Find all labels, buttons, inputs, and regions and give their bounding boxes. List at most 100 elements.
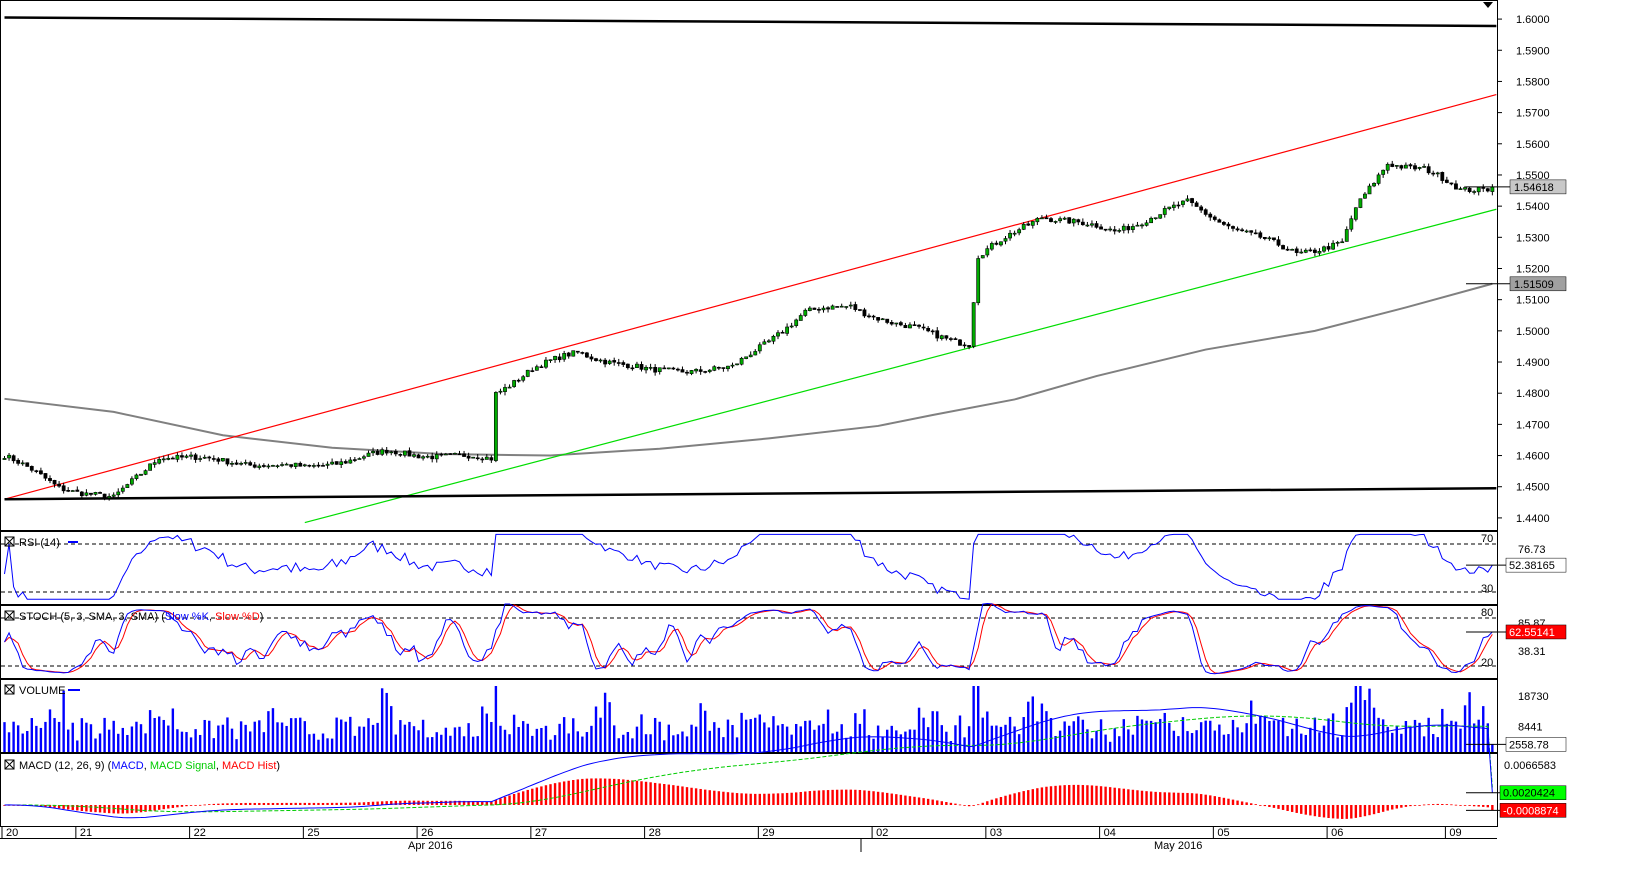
candle-body	[830, 305, 835, 310]
volume-bar	[1413, 719, 1417, 752]
candle	[1121, 223, 1126, 234]
volume-bar	[754, 717, 757, 752]
macd-hist-bar	[1304, 805, 1307, 815]
channel-lower-line	[304, 208, 1497, 524]
macd-hist-bar	[1140, 790, 1144, 805]
macd-hist-bar	[1118, 788, 1121, 805]
macd-hist-bar	[795, 792, 798, 805]
candle	[735, 363, 739, 366]
candle	[1281, 244, 1285, 250]
volume-bar	[376, 722, 379, 752]
macd-hist-bar	[471, 801, 475, 805]
volume-bar	[958, 715, 962, 752]
macd-hist-bar	[886, 792, 889, 805]
macd-hist-bar	[995, 798, 998, 805]
candle	[484, 454, 489, 460]
candle	[453, 452, 457, 455]
macd-hist-bar	[1127, 789, 1130, 805]
candle	[261, 463, 266, 468]
macd-hist-bar	[1149, 791, 1153, 805]
macd-hist-bar	[776, 793, 780, 805]
candle	[689, 369, 694, 376]
stoch-value-label-box	[1505, 624, 1567, 640]
volume-bar	[431, 737, 434, 752]
macd-hist-bar	[117, 805, 120, 814]
moving-average	[4, 282, 1493, 457]
candle	[1185, 195, 1190, 202]
candle-body	[1358, 198, 1363, 208]
macd-hist-bar	[567, 780, 570, 805]
volume-bar	[608, 702, 611, 752]
macd-hist-bar	[1300, 805, 1303, 814]
price-panel-frame	[0, 0, 1498, 531]
candle-body	[366, 452, 371, 457]
macd-hist-bar	[1341, 805, 1344, 819]
candle-body	[430, 455, 435, 460]
candle	[11, 454, 16, 464]
volume-bar	[12, 721, 15, 752]
macd-hist-bar	[1322, 805, 1326, 818]
volume-value-label-text: 2558.78	[1509, 739, 1549, 751]
volume-bar	[1122, 719, 1125, 752]
macd-hist-bar	[585, 778, 589, 805]
rsi-close-icon[interactable]	[4, 536, 15, 547]
panel-collapse-icon[interactable]	[1483, 2, 1493, 8]
macd-hist-bar	[144, 805, 147, 812]
volume-bar	[426, 737, 429, 752]
volume-bar	[1077, 716, 1080, 752]
macd-hist-bar	[790, 792, 793, 805]
candle	[1404, 162, 1408, 169]
macd-hist-bar	[799, 791, 802, 805]
macd-hist-bar	[57, 805, 61, 809]
candle-body	[1217, 219, 1222, 223]
candle-body	[52, 479, 57, 485]
volume-bar	[899, 734, 903, 752]
volume-bar	[503, 729, 507, 752]
candle	[835, 306, 840, 308]
macd-hist-bar	[626, 779, 630, 805]
candle	[489, 455, 494, 463]
volume-bar	[1213, 730, 1216, 752]
macd-hist-bar	[221, 803, 225, 805]
candle-body	[685, 371, 689, 374]
candle	[1322, 245, 1326, 253]
candle-body	[271, 465, 275, 467]
candle	[780, 330, 785, 334]
volume-bar	[644, 734, 648, 752]
candle	[134, 473, 139, 481]
candle	[739, 356, 744, 366]
macd-hist-bar	[481, 801, 484, 805]
macd-hist-bar	[1268, 805, 1271, 807]
macd-hist-bar	[167, 805, 170, 809]
volume-bar	[89, 724, 93, 752]
macd-hist-bar	[926, 798, 930, 805]
candle	[1294, 246, 1299, 257]
volume-bar	[330, 738, 334, 752]
candle	[243, 459, 248, 466]
volume-bar	[80, 718, 84, 752]
volume-bar	[76, 740, 79, 752]
macd-hist-value-label-text: -0.0008874	[1503, 805, 1559, 817]
volume-bar	[1404, 721, 1408, 752]
candle	[817, 307, 821, 314]
volume-bar	[1063, 721, 1066, 752]
candle-body	[903, 325, 908, 329]
candle	[621, 360, 626, 368]
candle-body	[152, 462, 157, 465]
volume-bar	[103, 717, 106, 752]
candle	[826, 306, 830, 313]
volume-bar	[44, 721, 47, 752]
candle-body	[757, 344, 762, 352]
stoch-close-icon-cross	[4, 610, 15, 621]
macd-close-icon[interactable]	[4, 759, 15, 770]
volume-bar	[258, 720, 261, 752]
stoch-close-icon[interactable]	[4, 610, 15, 621]
candle	[298, 461, 303, 467]
volume-close-icon[interactable]	[4, 684, 15, 695]
macd-hist-bar	[631, 780, 634, 805]
candle	[948, 337, 953, 342]
candle	[1458, 186, 1463, 190]
macd-hist-bar	[717, 791, 721, 805]
candle-body	[189, 454, 193, 457]
